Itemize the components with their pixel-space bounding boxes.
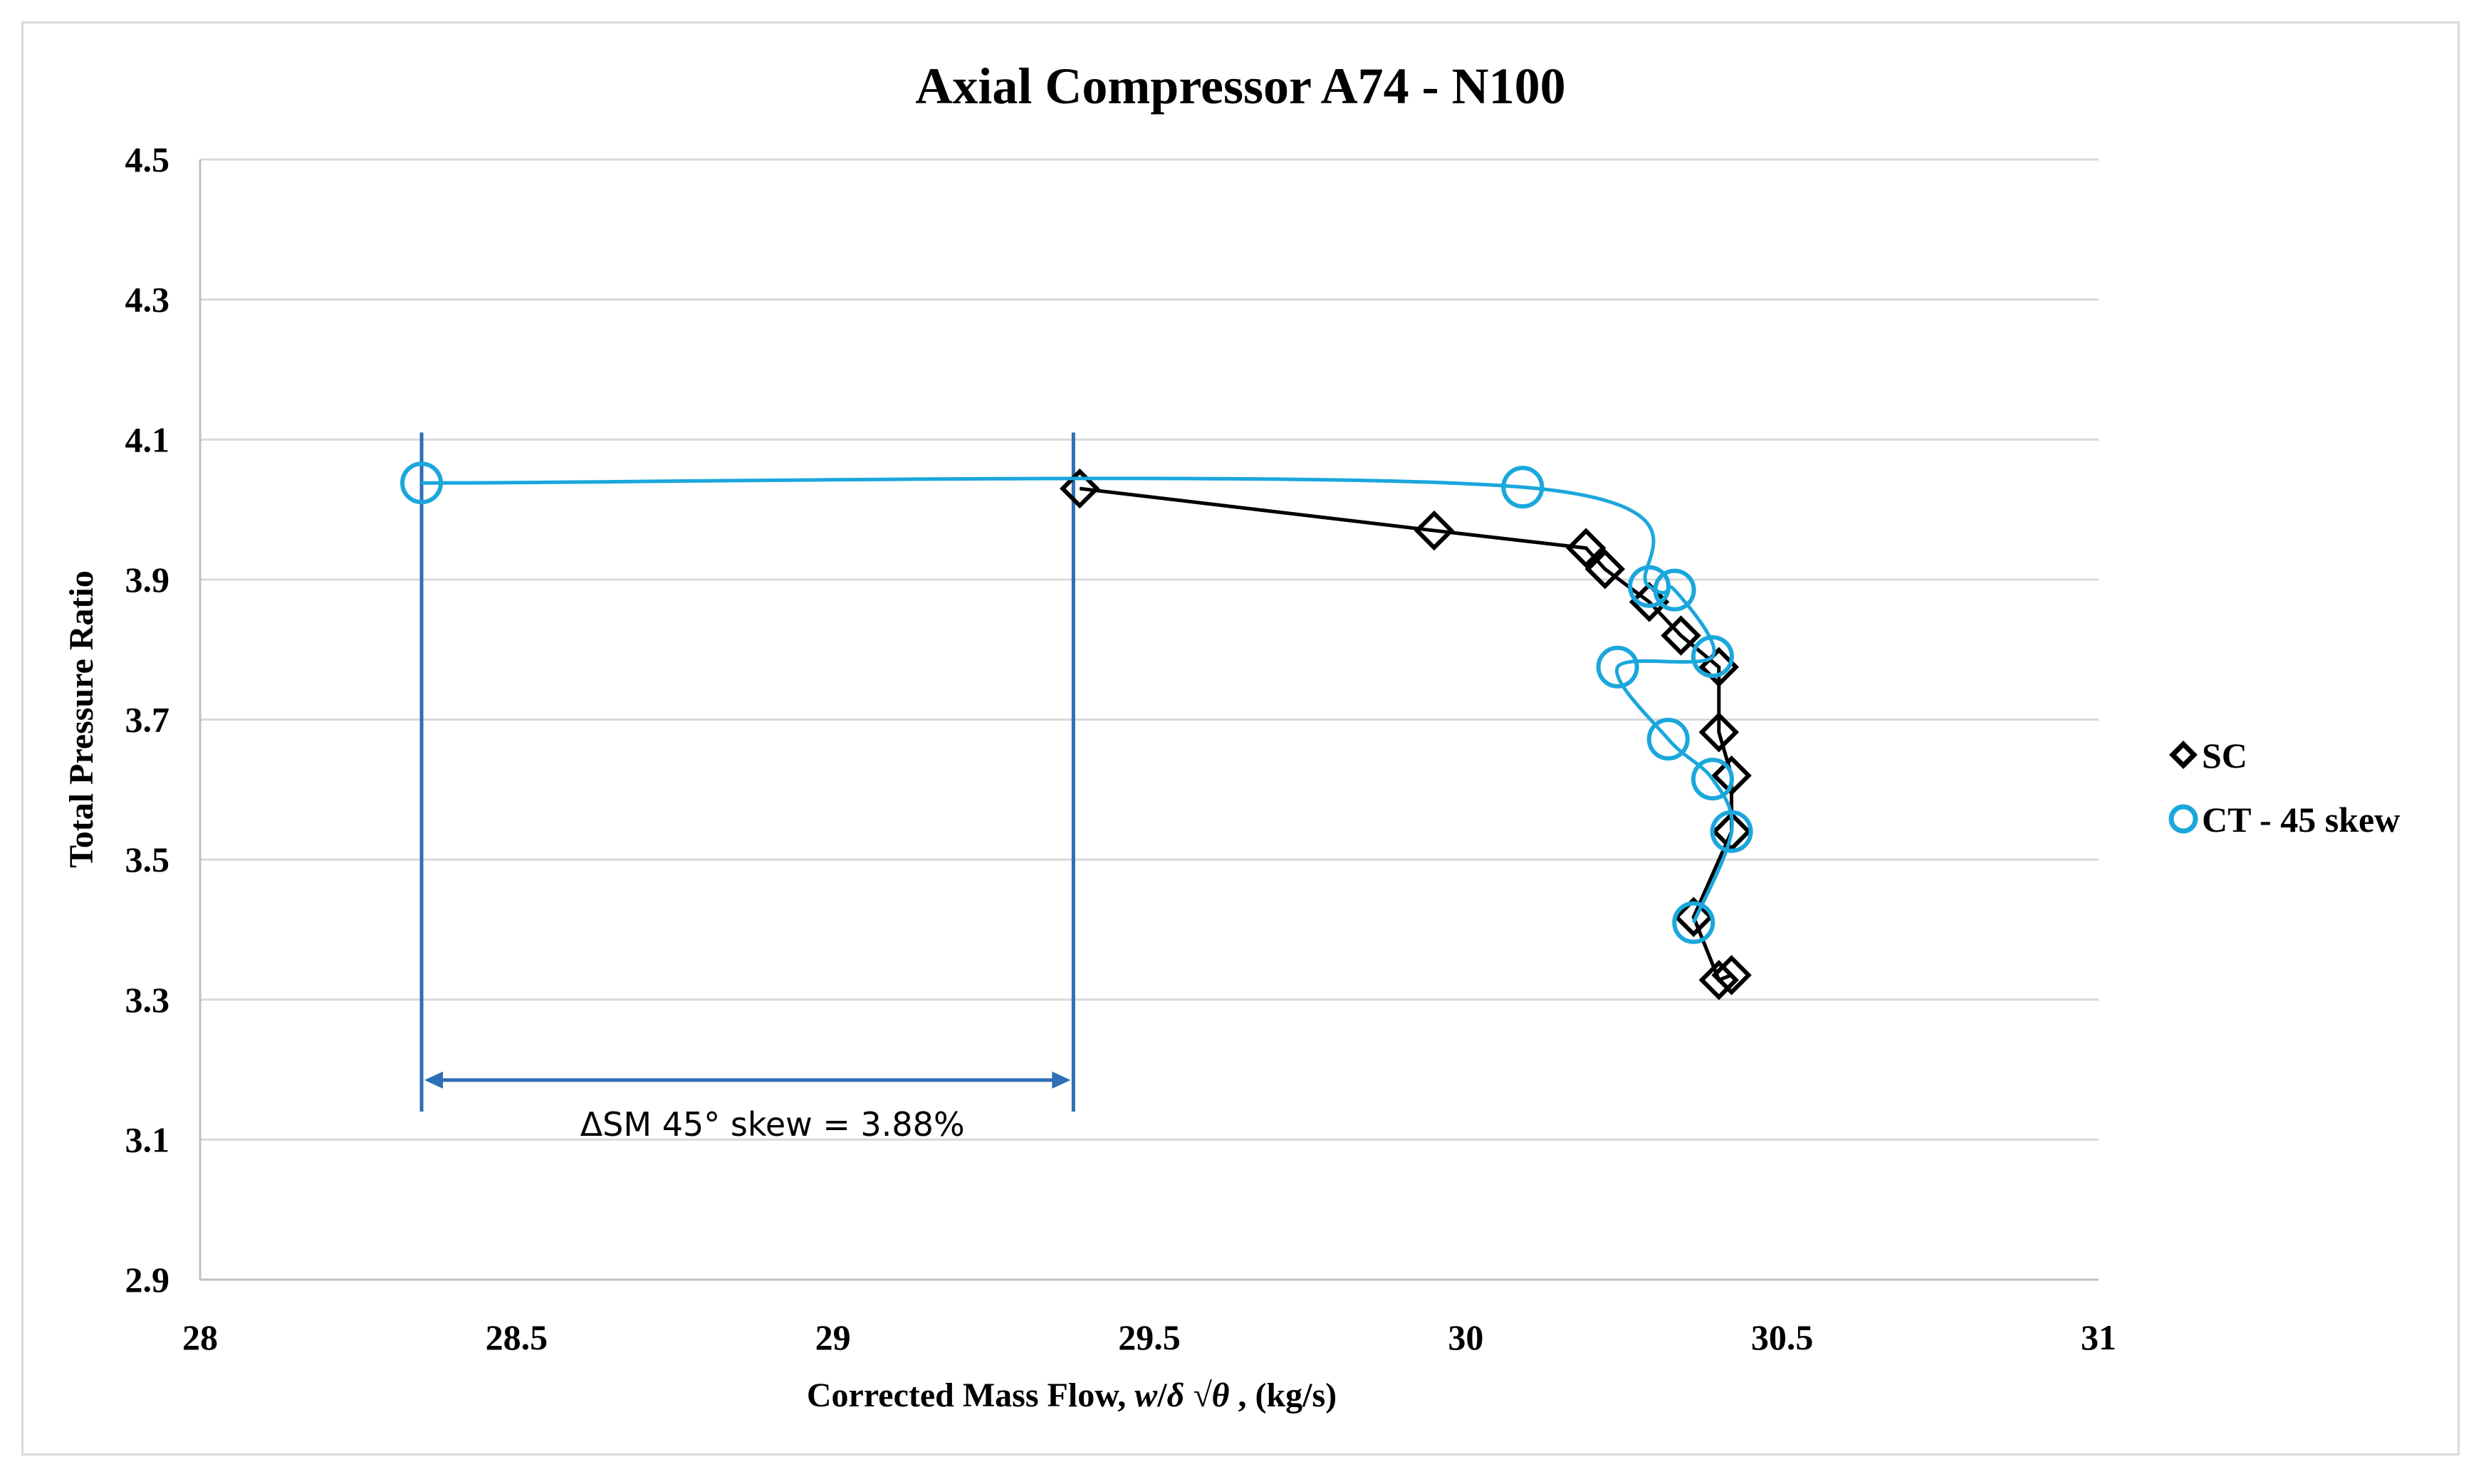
data-point-sc xyxy=(1673,897,1714,937)
chart-frame xyxy=(21,21,2460,1456)
data-point-ct-45-skew xyxy=(1672,901,1715,944)
y-tick-label: 4.5 xyxy=(125,140,170,179)
legend-label-sc: SC xyxy=(2202,736,2247,775)
grid xyxy=(200,158,2099,1281)
y-tick-label: 3.3 xyxy=(125,980,170,1020)
axes xyxy=(199,160,2099,1281)
data-point-sc xyxy=(1584,548,1626,590)
data-point-ct-45-skew xyxy=(1646,718,1690,761)
x-tick-label: 30.5 xyxy=(1751,1317,1814,1357)
x-tick-label: 29 xyxy=(815,1317,851,1357)
x-tick-labels: 28 28.5 29 29.5 30 30.5 31 xyxy=(182,1317,2116,1357)
series-line-ct-45-skew xyxy=(422,476,1734,924)
legend: SC CT - 45 skew xyxy=(2168,736,2400,840)
x-axis-title-slash: / xyxy=(1156,1376,1167,1414)
data-point-ct-45-skew xyxy=(1710,810,1753,853)
x-axis-title: Corrected Mass Flow, w/δ √θ , (kg/s) xyxy=(807,1376,1337,1414)
y-tick-label: 4.1 xyxy=(125,419,170,459)
legend-marker-sc xyxy=(2169,741,2198,769)
series xyxy=(400,461,1753,1000)
x-tick-label: 31 xyxy=(2081,1317,2116,1357)
data-point-sc xyxy=(1711,755,1752,796)
surge-margin-annotation: ΔSM 45° skew = 3.88% xyxy=(419,432,1075,1144)
x-axis-title-w: w xyxy=(1134,1376,1158,1414)
x-tick-label: 28 xyxy=(182,1317,218,1357)
surge-margin-label: ΔSM 45° skew = 3.88% xyxy=(580,1105,965,1144)
data-point-sc xyxy=(1698,711,1740,753)
data-point-sc xyxy=(1661,615,1701,656)
legend-item-ct: CT - 45 skew xyxy=(2168,800,2400,840)
legend-label-ct: CT - 45 skew xyxy=(2202,800,2400,840)
data-point-ct-45-skew xyxy=(400,461,444,505)
x-tick-label: 29.5 xyxy=(1118,1317,1181,1357)
series-ct-45-skew xyxy=(400,461,1753,944)
annotation-arrowhead-left xyxy=(424,1071,444,1089)
data-point-ct-45-skew xyxy=(1691,758,1734,801)
data-point-sc xyxy=(1629,582,1670,622)
data-point-ct-45-skew xyxy=(1653,568,1696,612)
data-point-ct-45-skew xyxy=(1628,565,1671,608)
chart-title: Axial Compressor A74 - N100 xyxy=(915,58,1565,115)
series-line-sc xyxy=(1079,486,1734,983)
y-tick-label: 4.3 xyxy=(125,280,170,320)
data-point-sc xyxy=(1698,959,1740,1000)
series-sc xyxy=(1060,468,1752,1000)
legend-marker-ct xyxy=(2168,804,2198,834)
y-tick-label: 3.1 xyxy=(125,1119,170,1159)
y-tick-label: 2.9 xyxy=(125,1260,170,1300)
data-point-sc xyxy=(1565,528,1607,568)
x-tick-label: 28.5 xyxy=(486,1317,548,1357)
x-tick-label: 30 xyxy=(1448,1317,1483,1357)
data-point-sc xyxy=(1711,955,1752,996)
data-point-ct-45-skew xyxy=(1596,645,1639,689)
data-point-sc xyxy=(1060,468,1100,509)
data-point-ct-45-skew xyxy=(1501,466,1545,509)
y-tick-label: 3.7 xyxy=(125,700,170,740)
x-axis-title-delta: δ xyxy=(1167,1376,1185,1414)
x-axis-title-prefix: Corrected Mass Flow, xyxy=(807,1376,1134,1414)
y-axis-title: Total Pressure Ratio xyxy=(63,570,100,868)
y-tick-label: 3.9 xyxy=(125,560,170,600)
y-tick-label: 3.5 xyxy=(125,840,170,879)
annotation-arrowhead-right xyxy=(1052,1071,1071,1089)
y-tick-labels: 4.5 4.3 4.1 3.9 3.7 3.5 3.3 3.1 2.9 xyxy=(125,140,170,1300)
x-axis-title-suffix: , (kg/s) xyxy=(1229,1376,1337,1414)
data-point-ct-45-skew xyxy=(1691,635,1734,679)
legend-item-sc: SC xyxy=(2169,736,2247,775)
x-axis-title-sqrt-theta: √θ xyxy=(1184,1376,1229,1414)
data-point-sc xyxy=(1414,510,1455,551)
